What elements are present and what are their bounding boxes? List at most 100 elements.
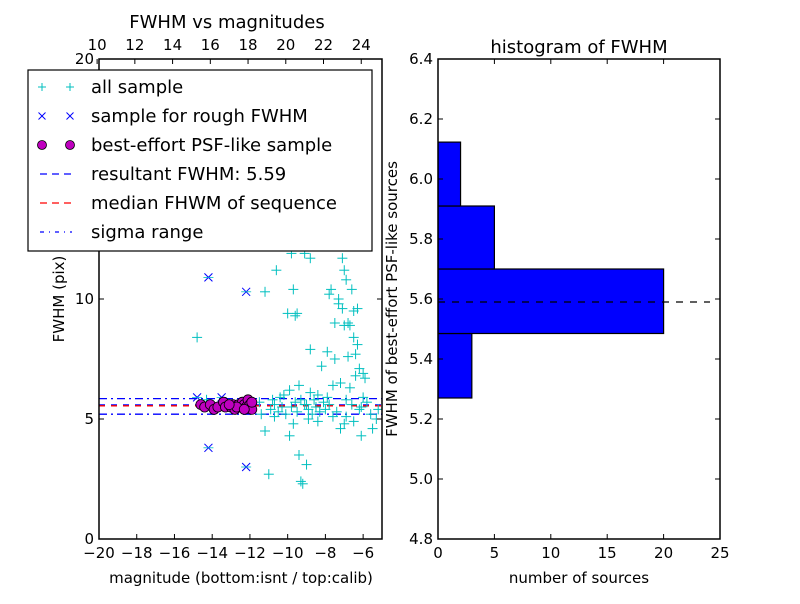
all-sample-point: [269, 411, 280, 422]
all-sample-point: [341, 411, 352, 422]
all-sample-point: [290, 397, 301, 408]
scatter-plot: FWHM vs magnitudes 10 12 14 16 18 20 22 24 −20−…: [27, 12, 383, 587]
legend-item: median FHWM of sequence: [40, 193, 337, 214]
all-sample-point: [303, 414, 314, 424]
all-sample-point: [346, 399, 357, 410]
all-sample-point: [352, 339, 363, 350]
all-sample-point: [344, 320, 355, 331]
all-sample-point: [260, 286, 271, 297]
all-sample-point: [329, 354, 340, 364]
top-tick-label: 16: [201, 36, 220, 54]
rough-sample-point: [241, 462, 252, 472]
histogram-title: histogram of FWHM: [490, 37, 667, 58]
histogram-plot: histogram of FWHM 0 5 10 15 20 25 4.8 5.0 5.2 5.4…: [383, 37, 730, 587]
all-sample-point: [299, 399, 310, 410]
legend-item: best-effort PSF-like sample: [37, 135, 332, 156]
all-sample-point: [343, 351, 354, 362]
y-tick-label: 6.2: [409, 110, 433, 128]
histogram-bars: [438, 141, 710, 399]
all-sample-point: [324, 289, 335, 300]
all-sample-point: [365, 409, 376, 420]
all-sample-point: [335, 423, 346, 434]
all-sample-point: [348, 416, 359, 427]
histogram-bar: [438, 141, 462, 207]
legend-label: sigma range: [91, 222, 203, 243]
legend-item: sample for rough FWHM: [38, 106, 308, 127]
all-sample-point: [327, 411, 338, 422]
histogram-xlabel: number of sources: [509, 569, 649, 587]
histogram-bar: [438, 205, 496, 270]
all-sample-point: [263, 469, 274, 480]
all-sample-point: [278, 390, 289, 400]
all-sample-point: [322, 346, 333, 357]
scatter-xlabel: magnitude (bottom:isnt / top:calib): [109, 569, 373, 587]
histogram-ylabel: FWHM of best-effort PSF-like sources: [383, 161, 401, 437]
all-sample-point: [305, 344, 316, 355]
all-sample-point: [346, 284, 357, 295]
y-tick-label: 20: [75, 50, 94, 68]
all-sample-point: [269, 399, 280, 410]
all-sample-point: [322, 392, 333, 403]
top-tick-label: 12: [125, 36, 144, 54]
x-tick-label: −6: [352, 544, 374, 562]
all-sample-point: [352, 303, 363, 314]
legend-label: all sample: [91, 77, 183, 98]
all-sample-point: [341, 394, 352, 405]
all-sample-point: [348, 332, 359, 343]
rough-sample-point: [203, 273, 214, 282]
x-tick-label: 25: [710, 544, 729, 562]
all-sample-point: [301, 459, 312, 470]
legend-label: resultant FWHM: 5.59: [91, 164, 286, 185]
x-tick-label: −12: [234, 544, 266, 562]
x-tick-label: 5: [490, 544, 500, 562]
x-tick-label: −20: [83, 544, 115, 562]
all-sample-point: [361, 397, 372, 408]
legend-label: best-effort PSF-like sample: [91, 135, 332, 156]
x-tick-label: −18: [121, 544, 153, 562]
top-tick-label: 24: [352, 36, 371, 54]
all-sample-point: [292, 308, 303, 319]
all-sample-point: [312, 390, 323, 400]
x-tick-label: −16: [159, 544, 191, 562]
legend-plus-icon: [38, 83, 46, 91]
top-tick-label: 10: [88, 36, 107, 54]
all-sample-point: [256, 409, 267, 420]
y-tick-label: 6.0: [409, 170, 433, 188]
scatter-axes: −20 −18 −16 −14 −12 −10 −8 −6 0 5 10 20: [75, 50, 382, 562]
psf-sample-point: [246, 396, 258, 408]
y-tick-label: 5: [84, 410, 94, 428]
y-tick-label: 5.6: [409, 290, 433, 308]
all-sample-point: [260, 426, 271, 436]
psf-sample-point: [223, 399, 235, 411]
y-tick-label: 5.0: [409, 470, 433, 488]
histogram-bar: [438, 268, 665, 335]
legend-item: resultant FWHM: 5.59: [40, 164, 286, 185]
all-sample-point: [343, 318, 354, 328]
x-tick-label: −14: [196, 544, 228, 562]
top-tick-label: 22: [314, 36, 333, 54]
legend-x-icon: [66, 112, 74, 120]
y-tick-label: 5.2: [409, 410, 433, 428]
top-tick-label: 14: [163, 36, 182, 54]
all-sample-point: [326, 284, 337, 295]
legend-label: median FHWM of sequence: [91, 193, 337, 214]
all-sample-point: [292, 406, 303, 417]
all-sample-point: [288, 418, 299, 429]
legend-x-icon: [38, 112, 46, 120]
all-sample-point: [271, 265, 282, 276]
all-sample-point: [290, 310, 301, 321]
scatter-legend: all sample sample for rough FWHM best-effo…: [27, 69, 373, 252]
all-sample-point: [360, 373, 371, 384]
scatter-title: FWHM vs magnitudes: [129, 12, 324, 33]
all-sample-point: [354, 404, 365, 415]
legend-item: all sample: [38, 77, 183, 98]
all-sample-point: [344, 382, 355, 393]
legend-circle-icon: [65, 140, 75, 150]
legend-plus-icon: [66, 83, 74, 91]
y-tick-label: 5.4: [409, 350, 433, 368]
all-sample-point: [335, 378, 346, 388]
all-sample-point: [295, 476, 306, 487]
histogram-bar: [438, 332, 473, 399]
top-tick-label: 20: [276, 36, 295, 54]
